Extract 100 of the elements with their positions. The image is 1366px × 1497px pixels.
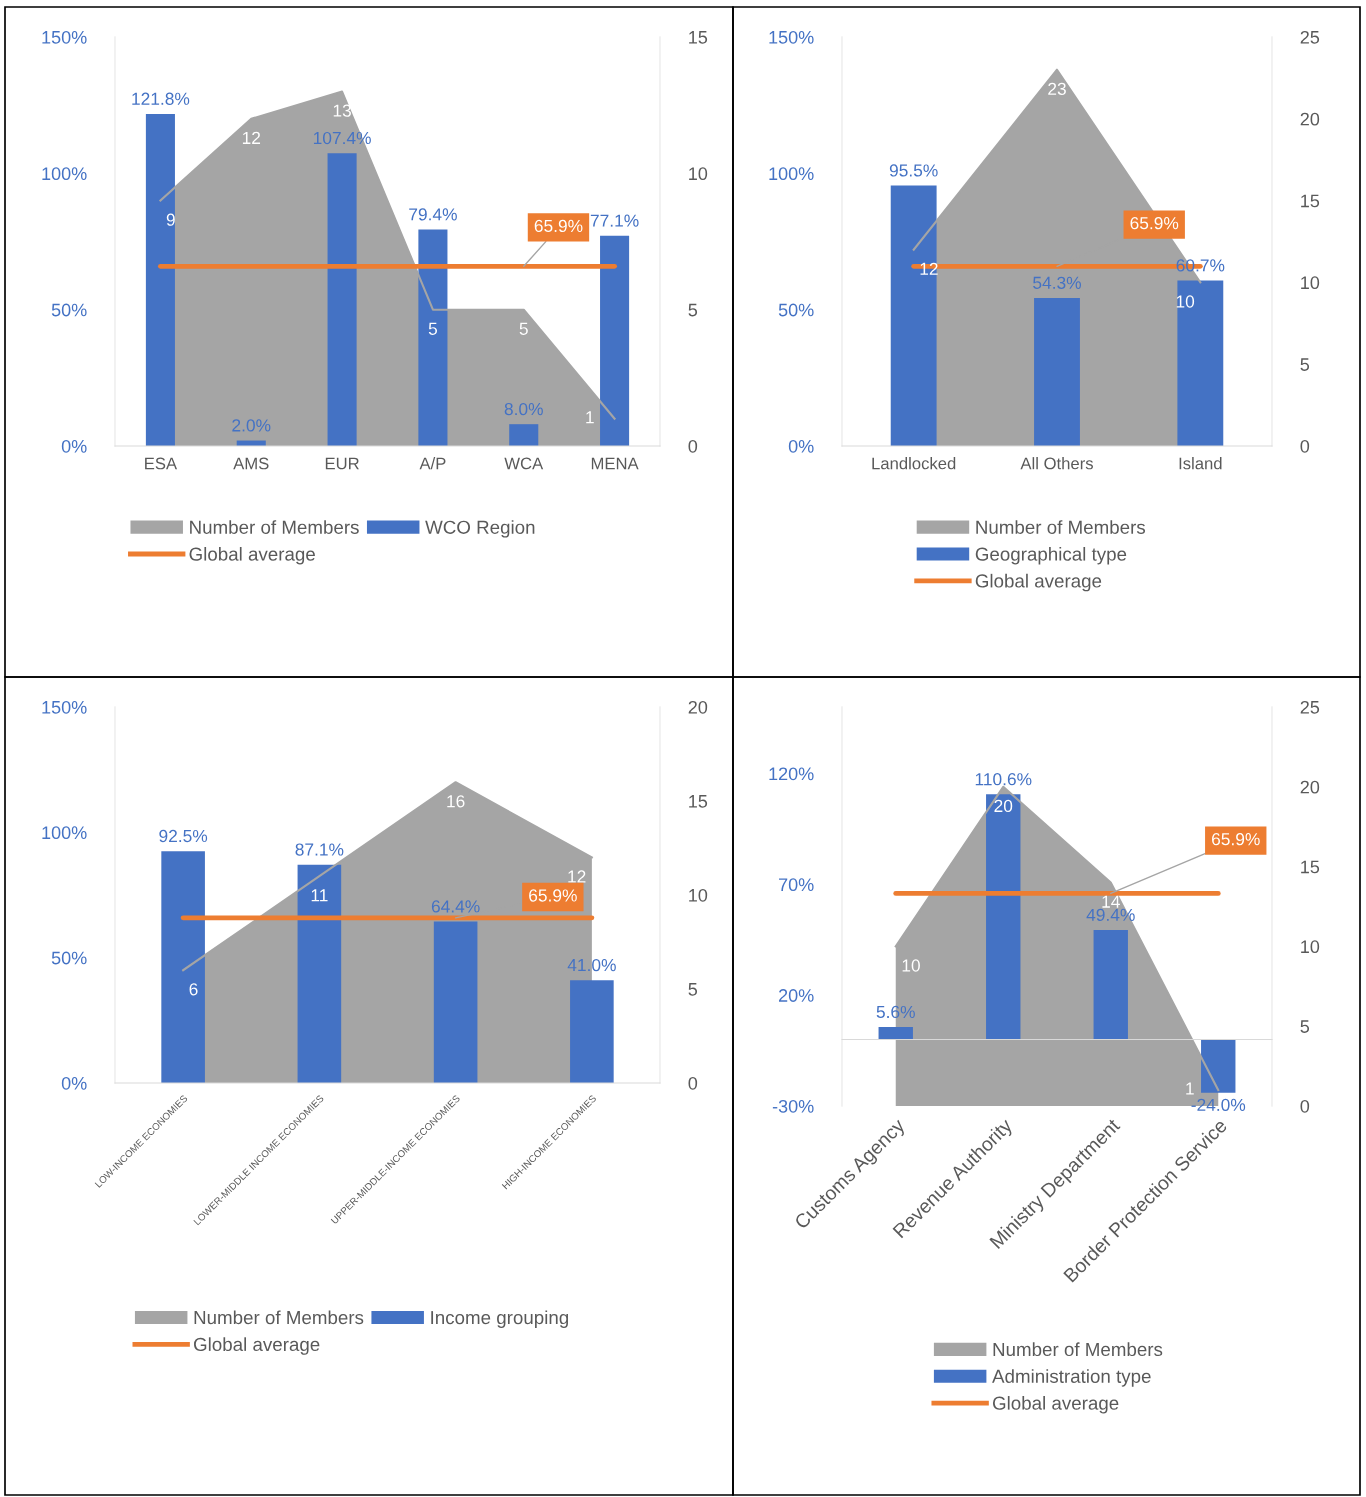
bar — [600, 235, 630, 446]
y-tick-label: 0% — [61, 439, 87, 453]
data-label: 5.6% — [876, 1005, 915, 1019]
data-label: 1 — [1186, 1082, 1194, 1095]
data-label: 65.9% — [1212, 833, 1260, 846]
y-tick-label: 120% — [769, 767, 814, 781]
y-tick-label: 100% — [769, 167, 814, 181]
data-label: 1 — [586, 411, 594, 424]
x-tick-label: EUR — [325, 457, 359, 470]
y-tick-label: 50% — [51, 303, 87, 317]
y2-tick-label: 20 — [1300, 780, 1320, 794]
y2-tick-label: 10 — [1301, 940, 1320, 954]
data-label: 20 — [994, 799, 1013, 813]
y-tick-label: 70% — [779, 878, 814, 892]
data-label: 14 — [1102, 895, 1120, 908]
legend-label: Number of Members — [993, 1342, 1163, 1357]
bar — [1034, 297, 1080, 446]
data-label: 5 — [428, 322, 438, 335]
legend-label: Global average — [194, 1337, 320, 1355]
data-label: 12 — [242, 131, 261, 144]
x-tick-label: Landlocked — [872, 457, 956, 470]
y-tick-label: 150% — [42, 30, 87, 44]
y2-tick-label: 0 — [1300, 1099, 1310, 1113]
y2-tick-label: 5 — [688, 303, 698, 317]
bar — [890, 185, 937, 446]
data-label: 2.0% — [232, 419, 271, 432]
legend-label: Global average — [992, 1396, 1119, 1414]
legend-label: WCO Region — [425, 520, 535, 538]
data-label: 10 — [1176, 295, 1195, 308]
bar — [1093, 930, 1128, 1040]
bar — [878, 1027, 913, 1040]
y2-tick-label: 0 — [688, 439, 698, 453]
data-label: 10 — [902, 959, 920, 972]
y2-tick-label: 0 — [688, 1076, 698, 1090]
data-label: 12 — [568, 870, 586, 883]
data-label: 13 — [333, 104, 351, 117]
legend-label: Administration type — [992, 1369, 1151, 1387]
legend-label: Global average — [189, 546, 315, 565]
data-label: 95.5% — [889, 164, 938, 177]
x-tick-label: ESA — [145, 457, 178, 470]
y2-tick-label: 25 — [1300, 700, 1320, 714]
x-tick-label: A/P — [419, 457, 446, 470]
legend-label: Income grouping — [431, 1310, 569, 1328]
y2-tick-label: 5 — [1300, 1020, 1310, 1033]
y-tick-label: -30% — [772, 1099, 814, 1113]
data-label: 79.4% — [409, 208, 457, 221]
data-label: 77.1% — [590, 214, 639, 227]
y2-tick-label: 20 — [1300, 112, 1320, 126]
y-tick-label: 50% — [778, 303, 814, 317]
y2-tick-label: 0 — [1300, 439, 1310, 453]
y-tick-label: 150% — [769, 30, 814, 44]
y2-tick-label: 25 — [1300, 30, 1320, 44]
y-tick-label: 100% — [42, 167, 87, 181]
data-label: 5 — [519, 322, 528, 335]
bar — [327, 153, 357, 446]
data-label: 65.9% — [534, 219, 583, 233]
data-label: 6 — [189, 983, 198, 996]
x-tick-label: MENA — [591, 457, 639, 470]
data-label: 65.9% — [529, 889, 577, 902]
bar — [986, 794, 1021, 1040]
x-tick-label: WCA — [504, 457, 544, 470]
data-label: 9 — [166, 213, 175, 226]
y2-tick-label: 5 — [1300, 358, 1310, 371]
y2-tick-label: 10 — [689, 888, 708, 902]
y2-tick-label: 5 — [688, 983, 698, 996]
bar — [1201, 1039, 1236, 1093]
bar — [145, 113, 175, 446]
y2-tick-label: 20 — [688, 700, 708, 714]
data-label: 16 — [447, 795, 465, 808]
y-tick-label: 50% — [51, 951, 87, 965]
bar — [418, 229, 448, 446]
bar — [570, 980, 614, 1083]
bar — [297, 864, 342, 1083]
data-label: 54.3% — [1033, 276, 1081, 289]
data-label: 65.9% — [1130, 217, 1179, 230]
data-label: 12 — [920, 262, 938, 275]
y2-tick-label: 15 — [1301, 194, 1320, 208]
data-label: -24.0% — [1191, 1098, 1246, 1112]
x-tick-label: All Others — [1020, 457, 1093, 470]
data-label: 60.7% — [1176, 259, 1225, 272]
data-label: 11 — [311, 889, 328, 902]
y2-tick-label: 15 — [689, 31, 708, 44]
y2-tick-label: 10 — [689, 167, 708, 181]
data-label: 23 — [1048, 82, 1066, 95]
y-tick-label: 0% — [61, 1076, 87, 1090]
legend-label: Number of Members — [190, 520, 359, 534]
y-tick-label: 20% — [778, 989, 814, 1002]
legend-label: Number of Members — [194, 1310, 364, 1325]
y2-tick-label: 15 — [1301, 860, 1320, 874]
bar — [433, 921, 478, 1083]
legend-label: Geographical type — [975, 546, 1127, 565]
bar — [1177, 280, 1224, 446]
data-label: 64.4% — [431, 900, 480, 913]
y-tick-label: 0% — [788, 439, 814, 453]
bar — [161, 851, 205, 1083]
data-label: 87.1% — [295, 843, 344, 856]
data-label: 92.5% — [159, 829, 208, 843]
data-label: 110.6% — [975, 773, 1032, 786]
y-tick-label: 150% — [42, 700, 87, 714]
legend-label: Global average — [975, 573, 1102, 592]
